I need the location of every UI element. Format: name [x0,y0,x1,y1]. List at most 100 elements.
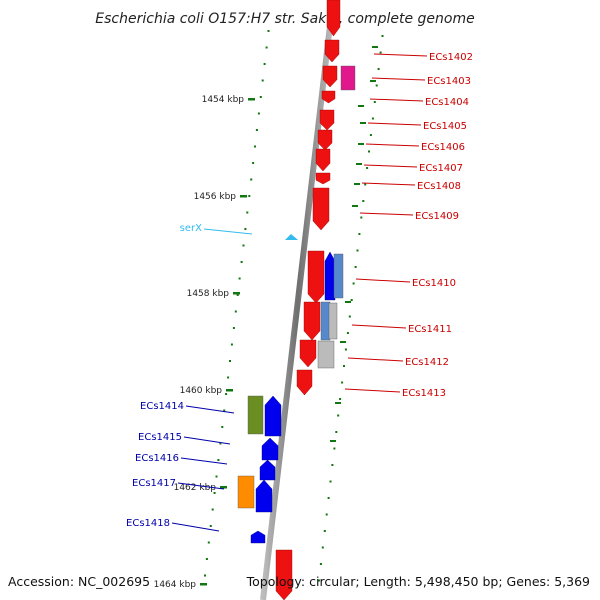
scale-dot [375,84,378,87]
scale-dot [346,332,349,334]
scale-dot [230,343,233,346]
scale-dot [213,492,216,494]
gene-arrow-blue [250,530,266,544]
ruler-label: 1462 kbp [174,483,217,493]
gene-label-ecs1407[interactable]: ECs1407 [419,163,463,174]
label-leader [367,122,422,126]
gene-box-magenta [340,65,356,91]
scale-dot [373,101,376,103]
scale-dot [207,541,210,544]
scale-dash [356,163,362,165]
label-leader [183,436,231,445]
gene-label-ecs1412[interactable]: ECs1412 [405,357,449,368]
scale-dot [344,348,347,351]
scale-dot [339,398,342,400]
scale-dot [379,51,382,54]
gene-label-ecs1413[interactable]: ECs1413 [402,388,446,399]
ruler-label: 1460 kbp [180,386,223,396]
scale-dot [333,447,336,450]
scale-dash [360,122,366,124]
gene-label-ecs1409[interactable]: ECs1409 [415,211,459,222]
label-leader [371,77,426,81]
gene-label-ecs1418[interactable]: ECs1418 [126,518,170,529]
map-title: Escherichia coli O157:H7 str. Sakai, com… [95,11,474,27]
gene-label-ecs1406[interactable]: ECs1406 [421,142,465,153]
gene-arrow [312,187,330,231]
scale-dot [329,480,332,483]
scale-dot [377,68,380,70]
gene-label-ecs1415[interactable]: ECs1415 [138,432,182,443]
scale-dash [372,46,378,48]
scale-dot [211,508,214,511]
gene-label-ecs1416[interactable]: ECs1416 [135,453,179,464]
scale-dot [261,79,264,82]
scale-dash [335,402,341,404]
feature-track [237,0,356,600]
label-leader [347,357,404,362]
gene-arrow [315,148,331,172]
gene-arrow [317,129,333,151]
label-leader [185,405,235,414]
ruler-label: 1454 kbp [202,95,245,105]
scale-dash [358,143,364,145]
gene-label-ecs1404[interactable]: ECs1404 [425,97,469,108]
label-leader [355,278,411,283]
gene-arrow [321,90,336,104]
gene-label-ecs1405[interactable]: ECs1405 [423,121,467,132]
gene-labels: ECs1402 ECs1403 ECs1404 ECs1405 ECs1406 ECs14… [126,52,473,529]
scale-dot [234,310,237,313]
gene-arrow-blue [255,479,273,513]
scale-dot [318,579,320,582]
scale-dash [354,183,360,185]
trna-label-serx[interactable]: serX [180,223,202,234]
gene-box-olive [247,395,264,435]
gene-arrow-blue [261,437,279,461]
gene-label-ecs1402[interactable]: ECs1402 [429,52,473,63]
scale-dot [331,464,334,466]
scale-dot [381,35,384,37]
gene-label-ecs1411[interactable]: ECs1411 [408,324,452,335]
ruler-tick [240,195,247,198]
gene-arrow-blue [264,395,282,437]
ruler-label: 1456 kbp [194,192,237,202]
gene-arrow [319,109,335,131]
gene-arrow-blue [324,251,336,301]
label-leader [359,212,414,216]
gene-label-ecs1417[interactable]: ECs1417 [132,478,176,489]
genome-backbone [260,0,336,600]
scale-dot [354,266,357,268]
scale-dot [227,376,230,379]
gene-arrow [299,339,317,368]
scale-dot [244,228,247,230]
scale-dot [236,294,239,296]
ruler-tick [200,583,207,586]
gene-arrow-blue [259,459,276,481]
ruler-label: 1464 kbp [154,580,197,590]
scale-dot [259,96,262,98]
scale-dash [352,205,358,207]
gene-arrow [326,0,341,37]
gene-label-ecs1403[interactable]: ECs1403 [427,76,471,87]
scale-dot [352,282,355,285]
ruler-tick [220,486,227,489]
gene-box-orange [237,475,255,509]
gene-label-ecs1408[interactable]: ECs1408 [417,181,461,192]
label-leader [177,482,225,490]
scale-dot [225,393,228,395]
scale-dot [257,112,260,115]
scale-dot [204,574,206,577]
scale-dot [366,167,369,169]
gene-label-ecs1414[interactable]: ECs1414 [140,401,184,412]
label-leader [369,98,424,102]
gene-label-ecs1410[interactable]: ECs1410 [412,278,456,289]
gene-arrow [315,172,331,185]
scale-dot [358,233,361,235]
scale-dot [265,46,268,49]
gene-arrow [322,65,338,88]
label-leader [171,522,220,532]
scale-dot [348,315,351,318]
scale-dot [219,442,222,445]
scale-dot [205,558,208,560]
scale-dash [330,440,336,442]
